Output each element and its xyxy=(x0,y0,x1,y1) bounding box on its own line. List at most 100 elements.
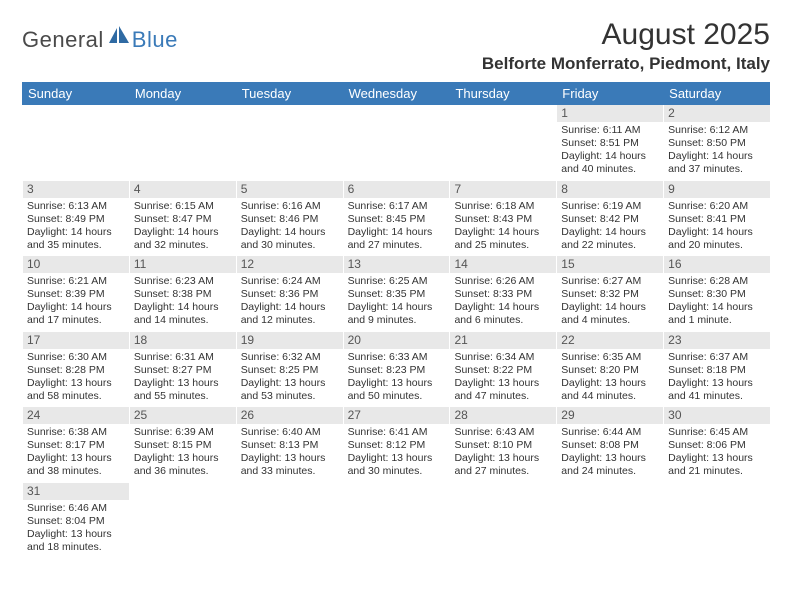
sunrise-text: Sunrise: 6:34 AM xyxy=(454,351,552,364)
sunrise-text: Sunrise: 6:38 AM xyxy=(27,426,125,439)
day-number: 27 xyxy=(344,407,450,424)
daylight-text: and 21 minutes. xyxy=(668,465,766,478)
daylight-text: Daylight: 14 hours xyxy=(668,301,766,314)
sunset-text: Sunset: 8:22 PM xyxy=(454,364,552,377)
week-row: 24Sunrise: 6:38 AMSunset: 8:17 PMDayligh… xyxy=(22,407,770,483)
sunset-text: Sunset: 8:15 PM xyxy=(134,439,232,452)
day-cell: 25Sunrise: 6:39 AMSunset: 8:15 PMDayligh… xyxy=(129,407,236,483)
day-cell: 20 Sunrise: 6:33 AMSunset: 8:23 PMDayligh… xyxy=(343,332,450,408)
day-cell: 12Sunrise: 6:24 AMSunset: 8:36 PMDayligh… xyxy=(236,256,343,332)
sunrise-text: Sunrise: 6:26 AM xyxy=(454,275,552,288)
daylight-text: Daylight: 13 hours xyxy=(27,452,125,465)
daylight-text: Daylight: 14 hours xyxy=(561,150,659,163)
day-number: 8 xyxy=(557,181,663,198)
daylight-text: Daylight: 13 hours xyxy=(561,452,659,465)
sunset-text: Sunset: 8:51 PM xyxy=(561,137,659,150)
day-number: 24 xyxy=(23,407,129,424)
daylight-text: and 18 minutes. xyxy=(27,541,125,554)
daylight-text: and 40 minutes. xyxy=(561,163,659,176)
day-number: 9 xyxy=(664,181,770,198)
sunrise-text: Sunrise: 6:37 AM xyxy=(668,351,766,364)
sunrise-text: Sunrise: 6:15 AM xyxy=(134,200,232,213)
day-header: Monday xyxy=(129,82,236,105)
sunrise-text: Sunrise: 6:19 AM xyxy=(561,200,659,213)
day-number: 29 xyxy=(557,407,663,424)
day-header: Wednesday xyxy=(343,82,450,105)
empty-cell xyxy=(449,483,556,559)
daylight-text: Daylight: 13 hours xyxy=(348,452,446,465)
sunset-text: Sunset: 8:20 PM xyxy=(561,364,659,377)
day-cell: 24 Sunrise: 6:38 AMSunset: 8:17 PMDayligh… xyxy=(22,407,129,483)
sunset-text: Sunset: 8:38 PM xyxy=(134,288,232,301)
weeks-container: 1Sunrise: 6:11 AMSunset: 8:51 PMDaylight… xyxy=(22,105,770,558)
daylight-text: Daylight: 13 hours xyxy=(348,377,446,390)
daylight-text: Daylight: 14 hours xyxy=(561,301,659,314)
daylight-text: Daylight: 13 hours xyxy=(27,528,125,541)
day-number: 30 xyxy=(664,407,770,424)
day-cell: 5Sunrise: 6:16 AMSunset: 8:46 PMDaylight… xyxy=(236,181,343,257)
daylight-text: and 27 minutes. xyxy=(348,239,446,252)
daylight-text: Daylight: 13 hours xyxy=(134,377,232,390)
sunset-text: Sunset: 8:25 PM xyxy=(241,364,339,377)
day-number: 22 xyxy=(557,332,663,349)
calendar: SundayMondayTuesdayWednesdayThursdayFrid… xyxy=(22,82,770,558)
sunset-text: Sunset: 8:28 PM xyxy=(27,364,125,377)
day-cell: 18Sunrise: 6:31 AMSunset: 8:27 PMDayligh… xyxy=(129,332,236,408)
sunrise-text: Sunrise: 6:32 AM xyxy=(241,351,339,364)
day-number: 16 xyxy=(664,256,770,273)
daylight-text: and 17 minutes. xyxy=(27,314,125,327)
sunrise-text: Sunrise: 6:24 AM xyxy=(241,275,339,288)
empty-cell xyxy=(449,105,556,181)
day-number: 11 xyxy=(130,256,236,273)
empty-cell xyxy=(129,105,236,181)
sunrise-text: Sunrise: 6:18 AM xyxy=(454,200,552,213)
day-number: 23 xyxy=(664,332,770,349)
sunset-text: Sunset: 8:23 PM xyxy=(348,364,446,377)
day-cell: 9Sunrise: 6:20 AMSunset: 8:41 PMDaylight… xyxy=(663,181,770,257)
day-number: 5 xyxy=(237,181,343,198)
sunrise-text: Sunrise: 6:30 AM xyxy=(27,351,125,364)
day-cell: 16Sunrise: 6:28 AMSunset: 8:30 PMDayligh… xyxy=(663,256,770,332)
logo-sails-icon xyxy=(108,26,130,49)
logo-text-general: General xyxy=(22,27,104,53)
day-cell: 1Sunrise: 6:11 AMSunset: 8:51 PMDaylight… xyxy=(556,105,663,181)
day-header-row: SundayMondayTuesdayWednesdayThursdayFrid… xyxy=(22,82,770,105)
daylight-text: Daylight: 14 hours xyxy=(668,150,766,163)
daylight-text: Daylight: 14 hours xyxy=(241,301,339,314)
sunset-text: Sunset: 8:36 PM xyxy=(241,288,339,301)
daylight-text: Daylight: 13 hours xyxy=(241,452,339,465)
sunset-text: Sunset: 8:45 PM xyxy=(348,213,446,226)
daylight-text: and 53 minutes. xyxy=(241,390,339,403)
sunrise-text: Sunrise: 6:28 AM xyxy=(668,275,766,288)
day-number: 25 xyxy=(130,407,236,424)
sunrise-text: Sunrise: 6:12 AM xyxy=(668,124,766,137)
day-cell: 28Sunrise: 6:43 AMSunset: 8:10 PMDayligh… xyxy=(449,407,556,483)
day-number: 20 xyxy=(344,332,450,349)
sunset-text: Sunset: 8:17 PM xyxy=(27,439,125,452)
daylight-text: and 6 minutes. xyxy=(454,314,552,327)
day-number: 19 xyxy=(237,332,343,349)
sunrise-text: Sunrise: 6:35 AM xyxy=(561,351,659,364)
daylight-text: and 38 minutes. xyxy=(27,465,125,478)
day-cell: 15Sunrise: 6:27 AMSunset: 8:32 PMDayligh… xyxy=(556,256,663,332)
daylight-text: Daylight: 13 hours xyxy=(454,452,552,465)
daylight-text: and 44 minutes. xyxy=(561,390,659,403)
daylight-text: and 50 minutes. xyxy=(348,390,446,403)
sunrise-text: Sunrise: 6:33 AM xyxy=(348,351,446,364)
day-cell: 11Sunrise: 6:23 AMSunset: 8:38 PMDayligh… xyxy=(129,256,236,332)
day-number: 17 xyxy=(23,332,129,349)
daylight-text: and 58 minutes. xyxy=(27,390,125,403)
sunset-text: Sunset: 8:47 PM xyxy=(134,213,232,226)
sunset-text: Sunset: 8:27 PM xyxy=(134,364,232,377)
day-number: 28 xyxy=(450,407,556,424)
daylight-text: Daylight: 14 hours xyxy=(348,301,446,314)
empty-cell xyxy=(22,105,129,181)
daylight-text: and 33 minutes. xyxy=(241,465,339,478)
day-cell: 27Sunrise: 6:41 AMSunset: 8:12 PMDayligh… xyxy=(343,407,450,483)
day-number: 10 xyxy=(23,256,129,273)
day-number: 26 xyxy=(237,407,343,424)
month-title: August 2025 xyxy=(482,18,770,52)
daylight-text: and 41 minutes. xyxy=(668,390,766,403)
sunset-text: Sunset: 8:46 PM xyxy=(241,213,339,226)
day-header: Thursday xyxy=(449,82,556,105)
